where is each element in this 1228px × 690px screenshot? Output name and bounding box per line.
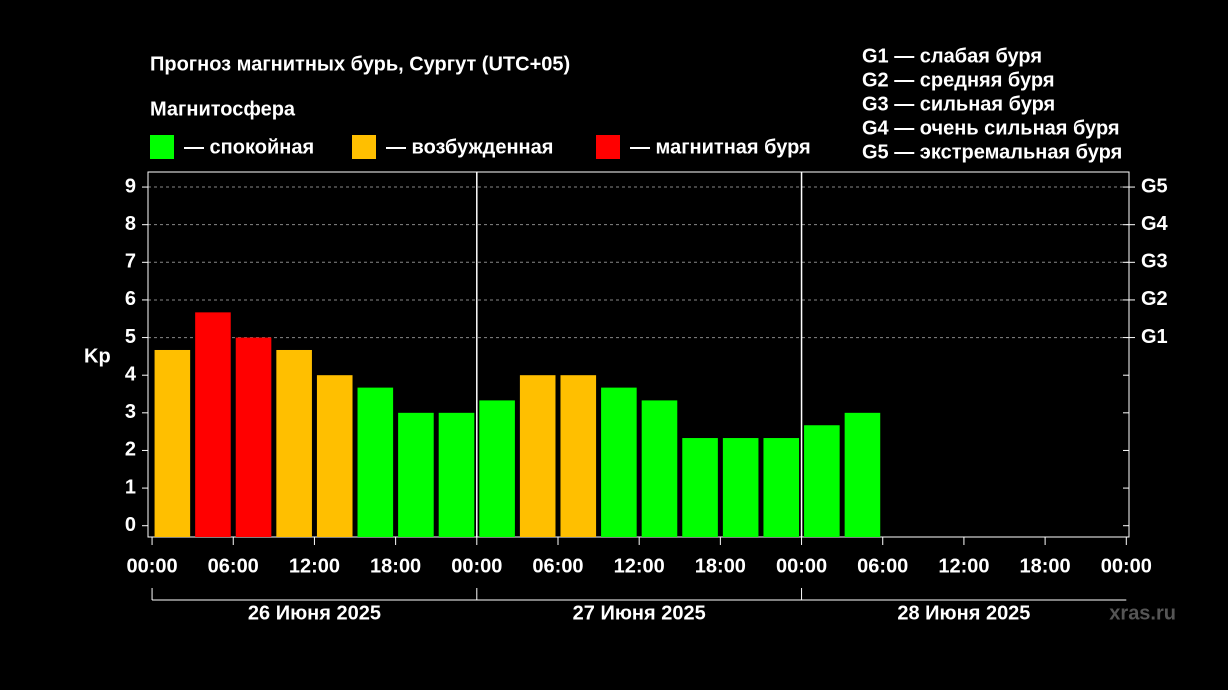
bar	[804, 425, 840, 537]
bar	[195, 312, 231, 537]
x-tick-label: 00:00	[451, 555, 502, 577]
bar	[519, 375, 556, 537]
x-tick-label: 12:00	[938, 555, 989, 577]
y-tick-label: 9	[125, 175, 136, 197]
y-tick-label: 5	[125, 326, 136, 348]
y-tick-label: 1	[125, 476, 136, 498]
y-tick-label: 2	[125, 439, 136, 461]
x-tick-label: 00:00	[126, 555, 177, 577]
x-tick-label: 18:00	[1020, 555, 1071, 577]
legend-label: — магнитная буря	[630, 136, 811, 158]
y2-tick-label: G1	[1141, 326, 1168, 348]
storm-level: G2 — средняя буря	[862, 69, 1055, 91]
bar	[479, 400, 515, 537]
x-tick-label: 12:00	[614, 555, 665, 577]
y2-tick-label: G4	[1141, 213, 1169, 235]
bar	[398, 412, 434, 537]
legend-label: — возбужденная	[386, 136, 553, 158]
bar	[316, 375, 353, 537]
bar	[276, 349, 312, 537]
x-tick-label: 06:00	[532, 555, 583, 577]
bar	[722, 438, 759, 537]
x-tick-label: 00:00	[776, 555, 827, 577]
plot-frame	[147, 171, 1130, 538]
legend-label: — спокойная	[184, 136, 314, 158]
bar	[641, 400, 678, 537]
y-axis-label: Kp	[84, 345, 111, 367]
legend-title: Магнитосфера	[150, 98, 296, 120]
x-tick-label: 06:00	[857, 555, 908, 577]
storm-level: G3 — сильная буря	[862, 93, 1055, 115]
y2-tick-label: G3	[1141, 251, 1168, 273]
bar	[235, 337, 272, 537]
legend-swatch	[150, 135, 174, 159]
y-tick-label: 7	[125, 251, 136, 273]
y-tick-label: 6	[125, 288, 136, 310]
legend-swatch	[352, 135, 376, 159]
bar	[438, 412, 475, 537]
y-tick-label: 3	[125, 401, 136, 423]
day-label: 27 Июня 2025	[573, 602, 706, 624]
storm-level: G4 — очень сильная буря	[862, 117, 1120, 139]
bar	[844, 412, 881, 537]
bar	[601, 387, 637, 537]
x-tick-label: 06:00	[208, 555, 259, 577]
legend-swatch	[596, 135, 620, 159]
y-tick-label: 4	[125, 363, 137, 385]
bar	[357, 387, 394, 537]
bar	[154, 349, 191, 537]
x-tick-label: 00:00	[1101, 555, 1152, 577]
storm-level: G5 — экстремальная буря	[862, 141, 1122, 163]
bar	[560, 375, 597, 537]
bar	[682, 438, 718, 537]
x-tick-label: 18:00	[370, 555, 421, 577]
y-tick-label: 0	[125, 514, 136, 536]
chart-title: Прогноз магнитных бурь, Сургут (UTC+05)	[150, 53, 570, 75]
bar	[763, 438, 800, 537]
y2-tick-label: G2	[1141, 288, 1168, 310]
storm-level: G1 — слабая буря	[862, 45, 1042, 67]
x-tick-label: 18:00	[695, 555, 746, 577]
y-tick-label: 8	[125, 213, 136, 235]
y2-tick-label: G5	[1141, 175, 1168, 197]
watermark: xras.ru	[1109, 602, 1176, 624]
day-label: 26 Июня 2025	[248, 602, 381, 624]
day-label: 28 Июня 2025	[897, 602, 1030, 624]
x-tick-label: 12:00	[289, 555, 340, 577]
